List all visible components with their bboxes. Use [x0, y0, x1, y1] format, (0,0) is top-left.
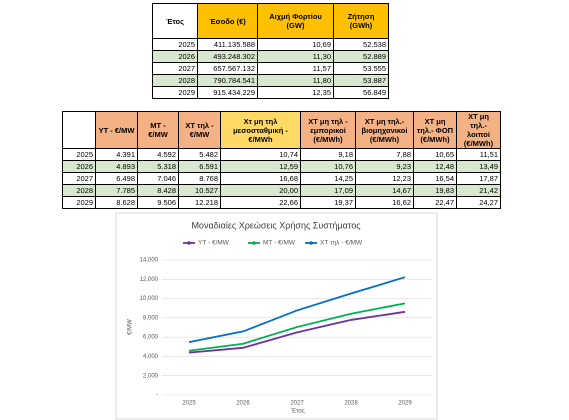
- cell: 12,35: [257, 86, 334, 99]
- cell: 12,48: [413, 160, 457, 173]
- y-tick-label: 14,000: [140, 258, 159, 264]
- series-line: [188, 302, 406, 352]
- cell: 19,83: [413, 184, 457, 197]
- row: 2027 657.567.132 11,57 53.555: [152, 62, 389, 75]
- legend-label: ΜΤ - €/MW: [263, 240, 296, 247]
- cell: 22,47: [413, 196, 457, 209]
- header-cell: Αιχμή Φορτίου (GW): [257, 3, 334, 39]
- cell: 24,27: [456, 196, 501, 209]
- header-cell: Ζήτηση (GWh): [333, 3, 389, 39]
- cell: 16,62: [355, 196, 414, 209]
- x-tick-label: 2028: [344, 401, 358, 407]
- row: 2028 7.785 8.428 10.527 20,00 17,09 14,67 19,83…: [62, 184, 501, 197]
- row: 2027 6.498 7.046 8.768 16,68 14,25 12,23 16,54 1…: [62, 172, 501, 185]
- revenue-table: Έτος Έσοδο (€) Αιχμή Φορτίου (GW) Ζήτηση (G…: [152, 3, 389, 99]
- legend-marker: [187, 241, 191, 245]
- cell: 21,42: [456, 184, 501, 197]
- charges-table: ΥΤ - €/MW ΜΤ - €/MW ΧΤ τηλ - €/MW Χτ μη τηλ…: [62, 111, 501, 209]
- y-tick-label: -: [156, 393, 158, 399]
- cell: 915.434.229: [197, 86, 258, 99]
- row: 2026 4.893 5.318 6.591 12,59 10,76 9,23 12,48 13…: [62, 160, 501, 173]
- y-tick-label: 10,000: [140, 296, 159, 302]
- cell: 52.889: [333, 50, 389, 63]
- cell: 2029: [152, 86, 198, 99]
- cell: 5.318: [137, 160, 179, 173]
- x-tick-label: 2029: [398, 401, 412, 407]
- cell: 17,09: [300, 184, 356, 197]
- x-tick-label: 2025: [182, 401, 196, 407]
- cell: 10,76: [300, 160, 356, 173]
- row: 2026 493.248.302 11,30 52.889: [152, 50, 389, 63]
- cell: 7.785: [95, 184, 138, 197]
- row: 2025 4.391 4.592 5.482 10,74 9,18 7,88 10,65 11,…: [62, 148, 501, 161]
- cell: 8.428: [137, 184, 179, 197]
- legend-label: ΧΤ τηλ - €/MW: [320, 240, 363, 247]
- cell: 9,23: [355, 160, 414, 173]
- cell: 12,59: [220, 160, 301, 173]
- y-tick-label: 4,000: [143, 354, 159, 360]
- y-tick-label: 8,000: [143, 315, 159, 321]
- header-cell: ΧΤ μη τηλ.- βιομηχανικοί (€/MWh): [355, 111, 414, 149]
- cell: 20,00: [220, 184, 301, 197]
- chart-title: Μοναδιαίες Χρεώσεις Χρήσης Συστήματος: [191, 220, 361, 230]
- cell: 56.849: [333, 86, 389, 99]
- cell: 12.218: [178, 196, 221, 209]
- header-cell: ΧΤ τηλ - €/MW: [178, 111, 221, 149]
- chart-area: [115, 212, 438, 420]
- header-cell: ΧΤ μη τηλ.- ΦΟΠ (€/MWh): [413, 111, 457, 149]
- row: 2028 790.784.541 11,80 53.887: [152, 74, 389, 87]
- header-row: Έτος Έσοδο (€) Αιχμή Φορτίου (GW) Ζήτηση (G…: [152, 3, 389, 39]
- cell: 6.591: [178, 160, 221, 173]
- cell: 11,30: [257, 50, 334, 63]
- row: 2029 915.434.229 12,35 56.849: [152, 86, 389, 99]
- header-row: ΥΤ - €/MW ΜΤ - €/MW ΧΤ τηλ - €/MW Χτ μη τηλ…: [62, 111, 501, 149]
- header-cell: Έτος: [152, 3, 198, 39]
- legend-marker: [252, 241, 256, 245]
- series-line: [188, 310, 406, 354]
- legend-marker: [309, 241, 313, 245]
- x-axis-label: Έτος: [290, 409, 304, 415]
- row: 2029 8.628 9.506 12.218 22,66 19,37 16,62 22,47…: [62, 196, 501, 209]
- y-tick-label: 12,000: [140, 277, 159, 283]
- header-cell: ΧΤ μη τηλ - εμπορικοί (€/MWh): [300, 111, 356, 149]
- header-cell: ΜΤ - €/MW: [137, 111, 179, 149]
- header-cell: Χτ μη τηλ μεσοσταθμική - €/MWh: [220, 111, 301, 149]
- cell: 22,66: [220, 196, 301, 209]
- legend-label: ΥΤ - €/MW: [198, 240, 230, 247]
- y-axis-label: €/MW: [128, 319, 134, 335]
- header-cell: ΧΤ μη τηλ.- λοιποί (€/MWh): [456, 111, 501, 149]
- cell: 19,37: [300, 196, 356, 209]
- cell: 790.784.541: [197, 74, 258, 87]
- y-tick-label: 2,000: [143, 373, 159, 379]
- x-tick-label: 2026: [236, 401, 250, 407]
- series-line: [188, 276, 406, 344]
- y-tick-label: 6,000: [143, 335, 159, 341]
- x-tick-label: 2027: [290, 401, 304, 407]
- cell: 4.893: [95, 160, 138, 173]
- cell: 2028: [152, 74, 198, 87]
